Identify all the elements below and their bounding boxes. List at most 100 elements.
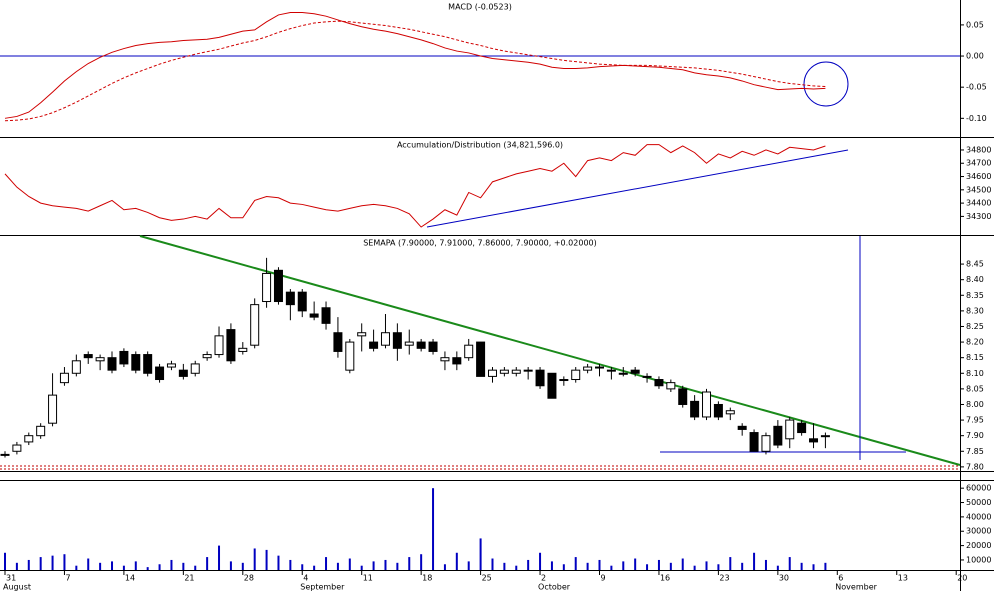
candle-body [107, 357, 117, 371]
volume-bar [455, 552, 458, 570]
candle-body [618, 372, 628, 375]
y-tick-label: 34800 [966, 145, 991, 154]
volume-bar [63, 554, 66, 570]
candle-body [737, 425, 747, 430]
volume-bar [741, 562, 744, 570]
volume-bar [229, 561, 232, 570]
volume-bar [51, 555, 54, 570]
candle-body [416, 341, 426, 349]
candle-body [48, 394, 58, 424]
y-tick-label: 50000 [966, 498, 991, 507]
volume-bar [134, 561, 137, 570]
month-label: November [835, 583, 877, 591]
volume-bar [598, 559, 601, 570]
volume-bar [4, 552, 6, 570]
volume-bar [146, 567, 149, 570]
volume-bar [634, 558, 637, 570]
x-tick-label: 14 [125, 574, 135, 583]
y-tick-label: -0.10 [966, 114, 987, 123]
candle-body [357, 332, 367, 337]
candle-body [36, 425, 46, 437]
series-line [4, 11, 826, 119]
volume-bar [15, 562, 18, 570]
candle-body [59, 372, 69, 384]
volume-bar [574, 557, 577, 570]
candle-body [12, 444, 22, 452]
volume-bar [372, 561, 375, 570]
candle-body [238, 347, 248, 352]
volume-bar [420, 554, 423, 570]
candle-body [761, 435, 771, 452]
volume-bar [467, 561, 470, 570]
x-tick-label: 9 [601, 574, 606, 583]
volume-bar [277, 555, 280, 570]
candle-body [820, 435, 830, 438]
y-tick-label: 8.40 [966, 275, 984, 284]
y-tick-label: 30000 [966, 527, 991, 536]
volume-bar [562, 564, 565, 570]
y-tick-label: 8.30 [966, 306, 984, 315]
candle-body [749, 432, 759, 452]
volume-bar [550, 561, 553, 570]
candle-body [785, 419, 795, 440]
candle-body [214, 335, 224, 356]
volume-bar [75, 565, 78, 570]
volume-bar [669, 562, 672, 570]
volume-bar [111, 561, 114, 570]
y-tick-label: 34600 [966, 172, 991, 181]
series-line [4, 144, 826, 228]
candle-body [511, 369, 521, 374]
candle-body [380, 332, 390, 346]
volume-bar [170, 559, 173, 570]
volume-bar [646, 564, 649, 570]
candle-body [773, 425, 783, 446]
candle-body [809, 438, 819, 443]
y-tick-label: 7.80 [966, 462, 984, 471]
volume-bar [325, 557, 328, 570]
candle-body [0, 453, 10, 456]
y-tick-label: 0.00 [966, 52, 984, 61]
volume-bar [39, 557, 42, 570]
volume-bar [681, 558, 684, 570]
candle-body [166, 363, 176, 368]
x-tick-label: 6 [838, 574, 843, 583]
candle-body [369, 341, 379, 349]
candle-body [535, 369, 545, 387]
volume-bar [503, 562, 506, 570]
candle-body [666, 382, 676, 390]
month-label: October [538, 583, 571, 591]
volume-bar [539, 552, 542, 570]
y-tick-label: 7.95 [966, 416, 984, 425]
volume-bar [764, 559, 767, 570]
y-tick-label: 8.05 [966, 384, 984, 393]
candle-body [559, 379, 569, 382]
month-label: August [3, 583, 31, 591]
candle-body [725, 410, 735, 415]
candle-body [702, 391, 712, 418]
candle-body [654, 379, 664, 387]
volume-bar [396, 562, 399, 570]
x-tick-label: 25 [482, 574, 492, 583]
volume-bar [729, 557, 732, 570]
candle-body [202, 354, 212, 359]
candle-body [143, 354, 153, 374]
volume-bar [360, 565, 363, 570]
candle-body [83, 354, 93, 359]
month-label: September [300, 583, 345, 591]
x-tick-label: 18 [422, 574, 432, 583]
candle-body [523, 369, 533, 372]
candle-body [452, 357, 462, 365]
y-tick-label: 34500 [966, 185, 991, 194]
panel-title: Accumulation/Distribution (34,821,596.0) [397, 141, 563, 150]
candle-body [547, 372, 557, 399]
y-tick-label: 8.10 [966, 369, 984, 378]
x-tick-label: 30 [779, 574, 789, 583]
y-tick-label: 20000 [966, 541, 991, 550]
x-tick-label: 16 [660, 574, 670, 583]
volume-bar [158, 564, 161, 570]
candle-body [285, 291, 295, 306]
candle-body [345, 341, 355, 371]
candle-body [678, 388, 688, 405]
highlight-circle [803, 61, 849, 107]
